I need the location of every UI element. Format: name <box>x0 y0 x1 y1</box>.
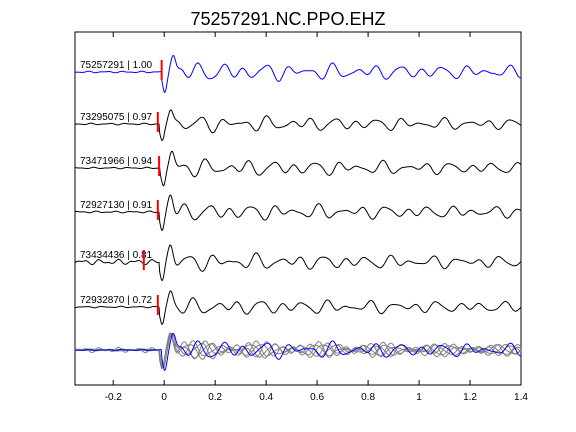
overlay-trace <box>75 332 522 372</box>
trace-label: 73471966 | 0.94 <box>80 156 153 167</box>
waveform-traces <box>74 54 522 372</box>
axes-frame <box>74 31 522 386</box>
waveform-trace <box>75 54 522 94</box>
x-tick-label: 1.2 <box>463 392 477 403</box>
x-tick-label: 1.4 <box>514 392 528 403</box>
x-tick-label: -0.2 <box>105 392 123 403</box>
waveform-trace <box>74 109 522 142</box>
x-tick-label: 1 <box>416 392 422 403</box>
trace-label: 73295075 | 0.97 <box>80 112 153 123</box>
trace-label: 75257291 | 1.00 <box>80 60 153 71</box>
trace-label: 73434436 | 0.81 <box>80 250 153 261</box>
waveform-trace <box>74 150 522 187</box>
waveform-trace <box>74 290 522 326</box>
waveform-trace <box>74 244 522 282</box>
x-tick-label: 0 <box>161 392 167 403</box>
x-tick-label: 0.2 <box>208 392 222 403</box>
x-tick-label: 0.4 <box>259 392 273 403</box>
x-axis-ticks: -0.2 0 0.2 0.4 0.6 0.8 1 1.2 1.4 <box>105 32 528 403</box>
waveform-trace <box>74 194 522 232</box>
x-tick-label: 0.6 <box>310 392 324 403</box>
trace-label: 72932870 | 0.72 <box>80 295 153 306</box>
pick-markers <box>142 60 163 315</box>
chart-title: 75257291.NC.PPO.EHZ <box>190 9 385 29</box>
x-tick-label: 0.8 <box>361 392 375 403</box>
trace-label: 72927130 | 0.91 <box>80 200 153 211</box>
trace-labels: 75257291 | 1.00 73295075 | 0.97 73471966 |… <box>80 60 153 306</box>
